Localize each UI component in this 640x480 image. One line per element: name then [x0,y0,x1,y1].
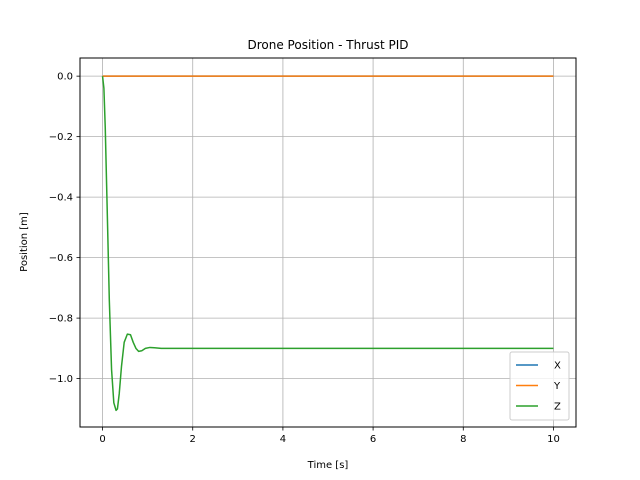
x-axis-label: Time [s] [307,460,349,471]
x-tick-label: 8 [460,434,466,445]
y-tick-label: −1.0 [49,374,73,385]
series-line-z [101,76,554,412]
series-layer [101,75,554,412]
legend-label: X [554,361,561,372]
x-tick-label: 0 [99,434,105,445]
chart-title: Drone Position - Thrust PID [248,38,409,52]
x-tick-label: 10 [547,434,560,445]
y-tick-label: −0.8 [49,314,73,325]
legend-box [509,351,570,421]
y-tick-label: −0.6 [49,253,73,264]
y-tick-label: −0.4 [49,193,73,204]
x-tick-label: 6 [370,434,376,445]
y-axis: 0.0 −0.2 −0.4 −0.6 −0.8 −1.0 [49,72,80,385]
plot-frame [79,57,577,428]
x-tick-label: 2 [190,434,196,445]
x-tick-label: 4 [280,434,286,445]
y-tick-label: 0.0 [57,72,73,83]
grid [80,58,576,427]
y-tick-label: −0.2 [49,132,73,143]
x-axis: 0 2 4 6 8 10 [99,427,560,445]
y-axis-label: Position [m] [19,212,30,272]
legend-label: Y [553,381,561,392]
legend-label: Z [554,402,561,413]
legend: XYZ [509,351,570,421]
